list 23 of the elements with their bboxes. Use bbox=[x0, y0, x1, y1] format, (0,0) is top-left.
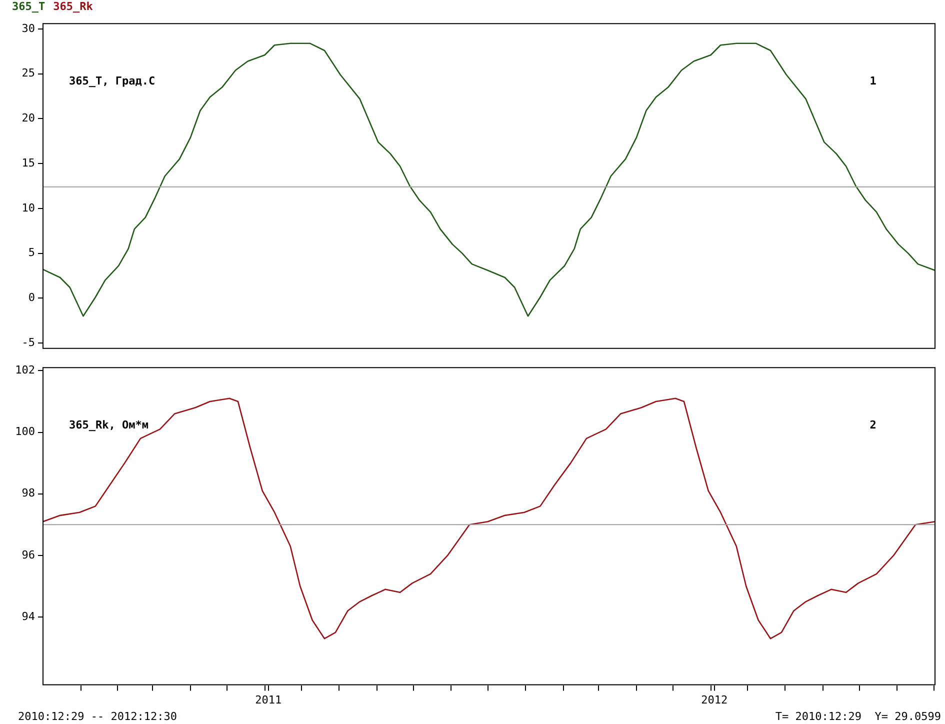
y-tick-label: 25 bbox=[22, 66, 35, 80]
annotation: 365_T, Град.С bbox=[69, 74, 156, 88]
y-tick-label: 5 bbox=[28, 246, 35, 260]
y-tick-label: 10 bbox=[22, 201, 35, 214]
text: 2010:12:29 -- 2012:12:30 bbox=[18, 710, 177, 723]
y-tick-label: -5 bbox=[22, 336, 35, 349]
y-tick-label: 98 bbox=[22, 486, 35, 500]
y-tick-label: 30 bbox=[22, 22, 35, 35]
annotation: 365_Rk, Ом*м bbox=[69, 418, 149, 432]
y-tick-label: 102 bbox=[15, 364, 35, 377]
text: T= 2010:12:29 Y= 29.0599 bbox=[775, 710, 941, 723]
text: 365_T bbox=[12, 0, 46, 13]
x-tick-label: 2011 bbox=[255, 693, 282, 706]
x-tick-label: 2012 bbox=[701, 693, 728, 706]
text: 365_Rk bbox=[53, 0, 93, 13]
y-tick-label: 0 bbox=[28, 291, 35, 304]
y-tick-label: 20 bbox=[22, 112, 35, 125]
y-tick-label: 96 bbox=[22, 548, 35, 562]
y-tick-label: 94 bbox=[22, 610, 36, 623]
y-tick-label: 15 bbox=[22, 156, 35, 170]
annotation: 2 bbox=[870, 418, 876, 432]
annotation: 1 bbox=[870, 74, 877, 88]
y-tick-label: 100 bbox=[15, 425, 35, 438]
